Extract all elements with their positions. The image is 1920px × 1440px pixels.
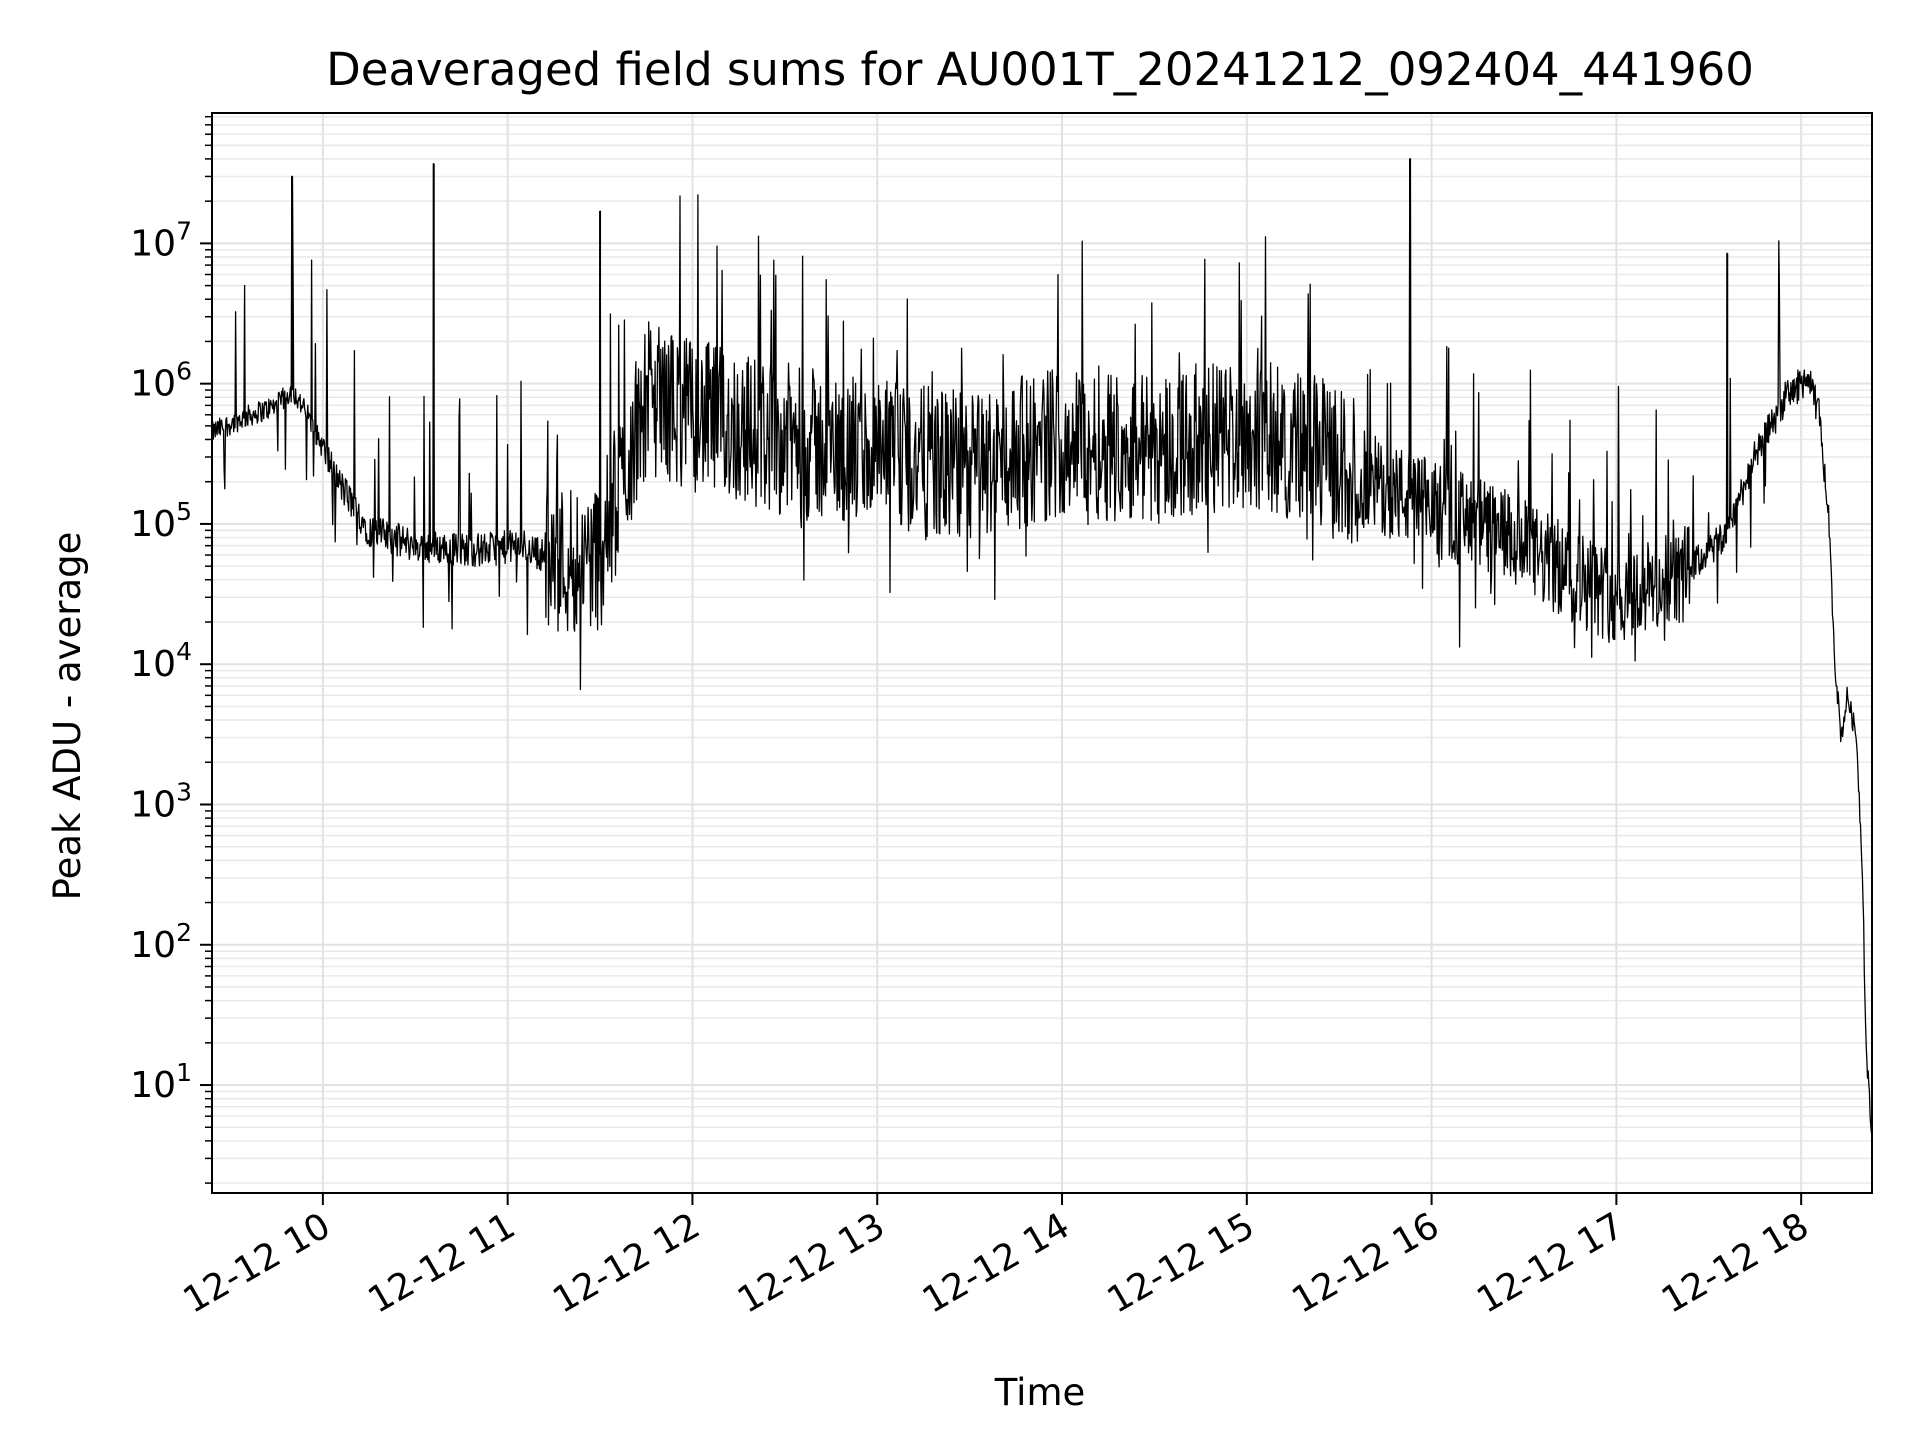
x-tick-label: 12-12 17 xyxy=(1470,1205,1631,1321)
y-tick-label: 104 xyxy=(130,637,192,685)
y-tick-label: 102 xyxy=(130,918,192,966)
x-tick-label: 12-12 18 xyxy=(1655,1205,1816,1321)
plot-area xyxy=(211,158,1873,1135)
x-tick-label: 12-12 12 xyxy=(546,1205,707,1321)
y-tick-label: 103 xyxy=(130,777,192,825)
chart-title: Deaveraged field sums for AU001T_2024121… xyxy=(326,43,1754,96)
series-line xyxy=(211,158,1873,1135)
x-tick-label: 12-12 10 xyxy=(177,1205,338,1321)
y-tick-label: 101 xyxy=(130,1058,192,1106)
x-tick-label: 12-12 15 xyxy=(1101,1205,1262,1321)
y-tick-label: 107 xyxy=(130,216,192,264)
grid xyxy=(212,113,1872,1193)
x-tick-label: 12-12 14 xyxy=(916,1205,1077,1321)
y-tick-label: 105 xyxy=(130,497,192,545)
x-tick-label: 12-12 13 xyxy=(731,1205,892,1321)
x-tick-label: 12-12 16 xyxy=(1285,1205,1446,1321)
x-axis-label: Time xyxy=(994,1371,1086,1414)
plot-frame xyxy=(211,112,1873,1194)
y-axis-label: Peak ADU - average xyxy=(46,532,89,901)
x-tick-label: 12-12 11 xyxy=(361,1205,522,1321)
y-tick-label: 106 xyxy=(130,357,192,405)
